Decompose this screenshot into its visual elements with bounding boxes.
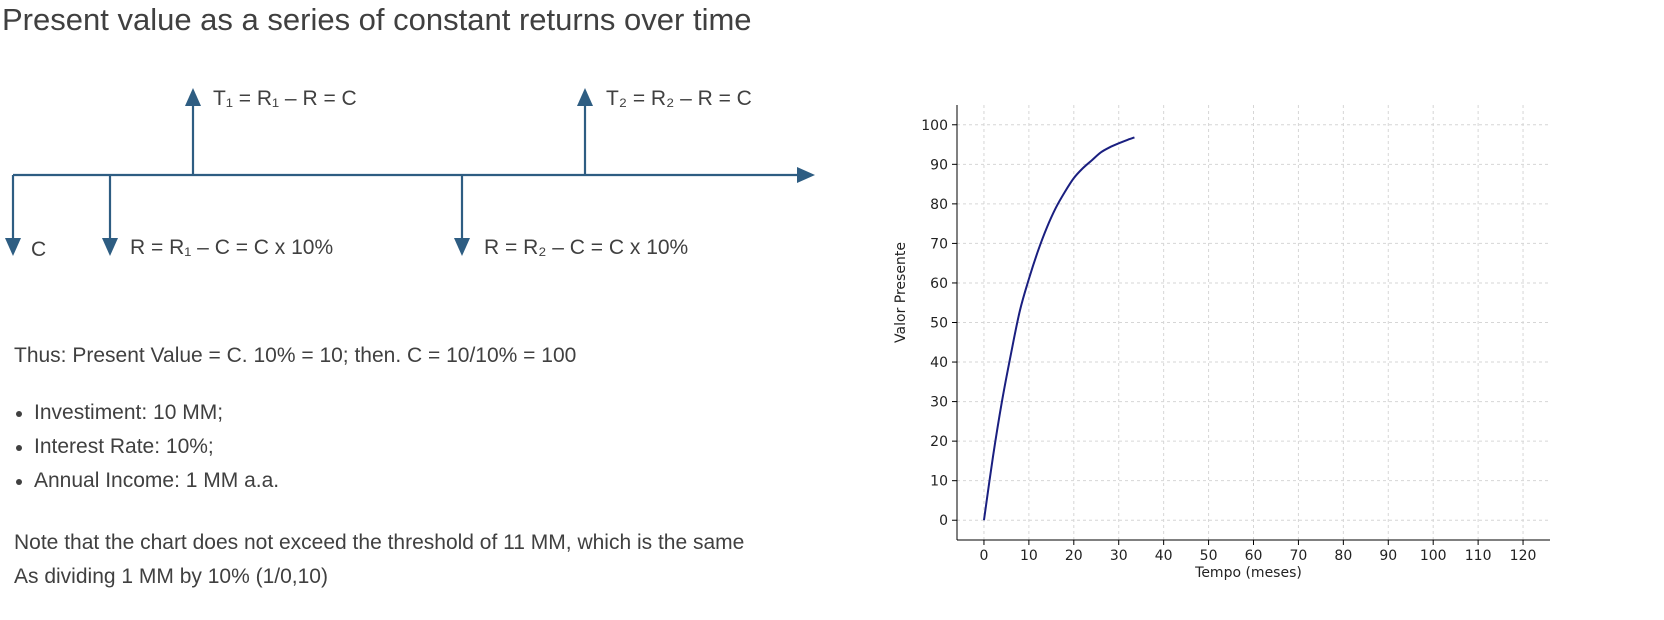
x-tick-label: 20 (1065, 548, 1083, 564)
list-item: Investiment: 10 MM; (14, 396, 279, 430)
x-tick-label: 40 (1155, 548, 1173, 564)
label-r1: R = R₁ – C = C x 10% (130, 236, 334, 259)
y-tick-label: 20 (930, 434, 948, 450)
note-line-1: Note that the chart does not exceed the … (14, 531, 745, 554)
arrowhead-r2 (454, 238, 470, 256)
x-tick-label: 80 (1334, 548, 1352, 564)
list-item: Annual Income: 1 MM a.a. (14, 464, 279, 498)
cash-flow-diagram: C R = R₁ – C = C x 10% T₁ = R₁ – R = C R… (0, 80, 880, 290)
y-tick-label: 90 (930, 157, 948, 173)
x-axis-label: Tempo (meses) (1194, 565, 1302, 581)
x-tick-label: 100 (1420, 548, 1447, 564)
label-r2: R = R₂ – C = C x 10% (484, 236, 689, 259)
y-tick-label: 60 (930, 276, 948, 292)
present-value-chart: 0 10 20 30 40 50 60 70 80 90 100 110 120 0 10 20 30 40 50 6… (893, 105, 1550, 581)
present-value-statement: Thus: Present Value = C. 10% = 10; then.… (14, 344, 577, 367)
label-t1: T₁ = R₁ – R = C (213, 87, 357, 110)
x-tick-label: 0 (979, 548, 988, 564)
x-tick-label: 70 (1290, 548, 1308, 564)
x-tick-label: 30 (1110, 548, 1128, 564)
series-line (982, 136, 1135, 521)
label-t2: T₂ = R₂ – R = C (606, 87, 752, 110)
y-tick-label: 10 (930, 474, 948, 490)
y-tick-label: 0 (939, 513, 948, 529)
arrowhead-c (5, 238, 21, 256)
x-tick-label: 110 (1465, 548, 1492, 564)
x-tick-label: 50 (1200, 548, 1218, 564)
x-tick-label: 120 (1510, 548, 1537, 564)
arrowhead-t2 (577, 88, 593, 106)
arrowhead-right (797, 167, 815, 183)
y-tick-label: 80 (930, 197, 948, 213)
x-tick-label: 10 (1020, 548, 1038, 564)
cash-flow-arrows (5, 88, 815, 256)
label-c: C (31, 238, 47, 261)
x-tick-label: 90 (1379, 548, 1397, 564)
note-line-2: As dividing 1 MM by 10% (1/0,10) (14, 565, 328, 588)
assumptions-list: Investiment: 10 MM; Interest Rate: 10%; … (14, 396, 279, 498)
list-item: Interest Rate: 10%; (14, 430, 279, 464)
x-tick-label: 60 (1245, 548, 1263, 564)
arrowhead-t1 (185, 88, 201, 106)
note-text: Note that the chart does not exceed the … (14, 526, 864, 594)
y-tick-label: 50 (930, 316, 948, 332)
arrowhead-r1 (102, 238, 118, 256)
page-title: Present value as a series of constant re… (2, 2, 752, 37)
y-tick-label: 30 (930, 395, 948, 411)
y-axis-label: Valor Presente (893, 242, 909, 343)
y-tick-label: 70 (930, 236, 948, 252)
y-tick-label: 100 (921, 118, 948, 134)
y-tick-label: 40 (930, 355, 948, 371)
